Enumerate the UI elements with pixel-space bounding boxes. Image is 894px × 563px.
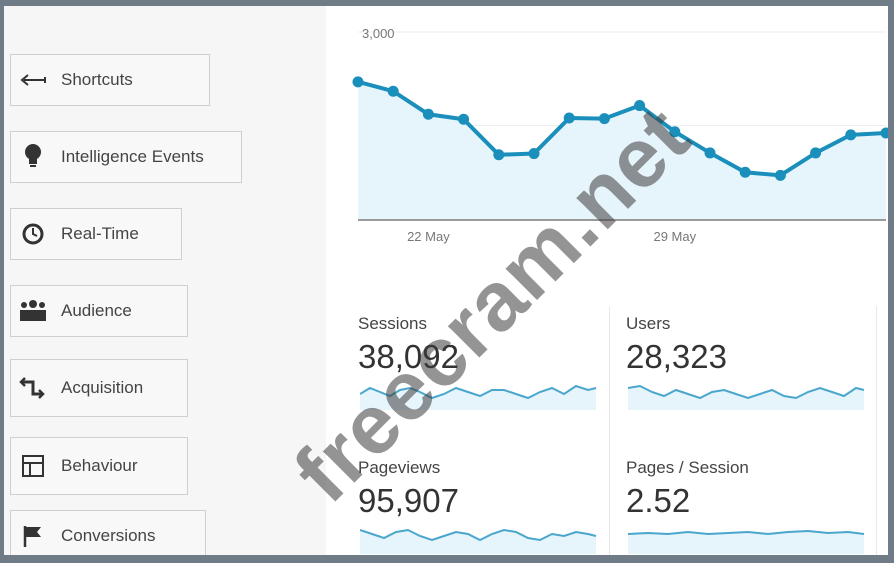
metric-sessions[interactable]: Sessions 38,092 xyxy=(358,308,600,426)
sidebar-item-label: Acquisition xyxy=(61,378,144,397)
divider xyxy=(609,306,610,555)
y-tick-label: 3,000 xyxy=(362,26,395,41)
metric-value: 95,907 xyxy=(358,482,459,519)
clock-icon xyxy=(11,222,55,246)
data-point[interactable] xyxy=(528,148,540,160)
sidebar-item-real-time[interactable]: Real-Time xyxy=(10,208,182,260)
data-point[interactable] xyxy=(422,108,434,120)
data-point[interactable] xyxy=(458,113,470,125)
metric-pages-per-session[interactable]: Pages / Session 2.52 xyxy=(626,452,868,555)
metric-users[interactable]: Users 28,323 xyxy=(626,308,868,426)
shortcut-arrow-icon xyxy=(11,73,55,87)
metric-label: Pageviews xyxy=(358,458,441,477)
data-point[interactable] xyxy=(704,147,716,159)
metric-label: Sessions xyxy=(358,314,427,333)
sidebar-item-shortcuts[interactable]: Shortcuts xyxy=(10,54,210,106)
sidebar-item-behaviour[interactable]: Behaviour xyxy=(10,437,188,495)
sparkline xyxy=(628,529,865,554)
data-point[interactable] xyxy=(845,129,857,141)
sparkline xyxy=(628,384,865,410)
data-point[interactable] xyxy=(810,147,822,159)
metric-pageviews[interactable]: Pageviews 95,907 xyxy=(358,452,600,555)
people-icon xyxy=(11,299,55,323)
series-area xyxy=(358,81,886,219)
app-frame: Shortcuts Intelligence Events Real-Time … xyxy=(4,6,888,555)
series-line xyxy=(357,79,887,178)
sidebar-item-label: Audience xyxy=(61,301,132,320)
data-point[interactable] xyxy=(634,100,646,112)
divider xyxy=(876,306,877,555)
flag-icon xyxy=(11,524,55,548)
behaviour-layout-icon xyxy=(11,454,55,478)
metric-label: Pages / Session xyxy=(626,458,749,477)
sidebar: Shortcuts Intelligence Events Real-Time … xyxy=(4,6,326,555)
metric-value: 2.52 xyxy=(626,482,691,519)
data-point[interactable] xyxy=(493,149,505,161)
data-point[interactable] xyxy=(774,169,786,181)
sparkline xyxy=(360,528,597,554)
sidebar-item-acquisition[interactable]: Acquisition xyxy=(10,359,188,417)
data-point[interactable] xyxy=(563,112,575,124)
sidebar-item-label: Real-Time xyxy=(61,224,139,243)
x-tick-label: 29 May xyxy=(653,229,696,244)
sidebar-item-label: Behaviour xyxy=(61,456,138,475)
data-point[interactable] xyxy=(669,126,681,138)
sidebar-item-conversions[interactable]: Conversions xyxy=(10,510,206,555)
sparkline xyxy=(360,384,597,410)
sidebar-item-intelligence-events[interactable]: Intelligence Events xyxy=(10,131,242,183)
sidebar-item-label: Conversions xyxy=(61,526,156,545)
data-point[interactable] xyxy=(739,166,751,178)
metric-value: 38,092 xyxy=(358,338,459,375)
sidebar-item-audience[interactable]: Audience xyxy=(10,285,188,337)
lightbulb-icon xyxy=(11,143,55,171)
data-point[interactable] xyxy=(352,76,364,88)
metric-label: Users xyxy=(626,314,671,333)
data-point[interactable] xyxy=(880,127,889,139)
data-point[interactable] xyxy=(387,85,399,97)
data-point[interactable] xyxy=(598,113,610,125)
acquisition-arrows-icon xyxy=(11,374,55,402)
x-tick-label: 22 May xyxy=(407,229,450,244)
metric-value: 28,323 xyxy=(626,338,727,375)
sidebar-item-label: Shortcuts xyxy=(61,70,133,89)
sidebar-item-label: Intelligence Events xyxy=(61,147,204,166)
